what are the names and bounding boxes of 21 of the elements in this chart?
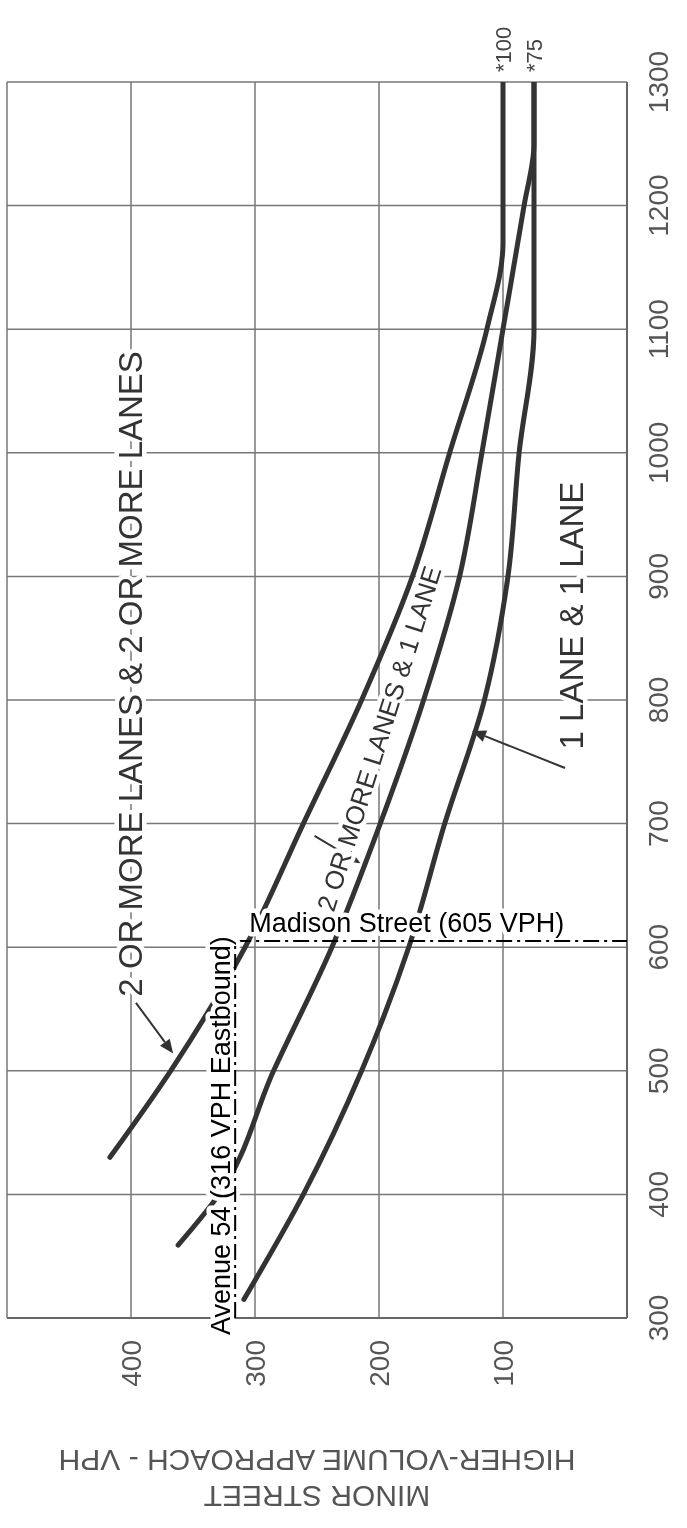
y-tick-label: 700 <box>643 800 674 847</box>
y-tick-label: 400 <box>643 1171 674 1218</box>
x-tick-label: 400 <box>115 1340 147 1387</box>
y-tick-label: 300 <box>643 1294 674 1342</box>
y-tick-label: 1300 <box>643 50 674 114</box>
x-axis-title: MINOR STREET HIGHER-VOLUME APPROACH - VPH <box>58 1444 576 1513</box>
y-tick-label: 1000 <box>643 421 674 484</box>
annotation: *75 <box>521 38 547 72</box>
y-tick-label: 800 <box>643 676 674 724</box>
text: 2 OR MORE LANES & 2 OR MORE LANES <box>112 351 150 997</box>
y-tick-label: 500 <box>643 1047 674 1095</box>
x-tick-label: 300 <box>239 1340 271 1387</box>
y-tick-label: 900 <box>643 553 674 600</box>
ref-line-label: Avenue 54 (316 VPH Eastbound) <box>206 936 237 1335</box>
x-tick-label: 100 <box>487 1340 519 1387</box>
annotation: *100 <box>490 26 516 72</box>
y-tick-label: 600 <box>643 923 674 971</box>
y-tick-label: 1200 <box>643 174 674 237</box>
x-tick-label: 200 <box>363 1340 395 1387</box>
text: 1 LANE & 1 LANE <box>552 481 590 750</box>
y-tick-label: 1100 <box>643 299 674 360</box>
